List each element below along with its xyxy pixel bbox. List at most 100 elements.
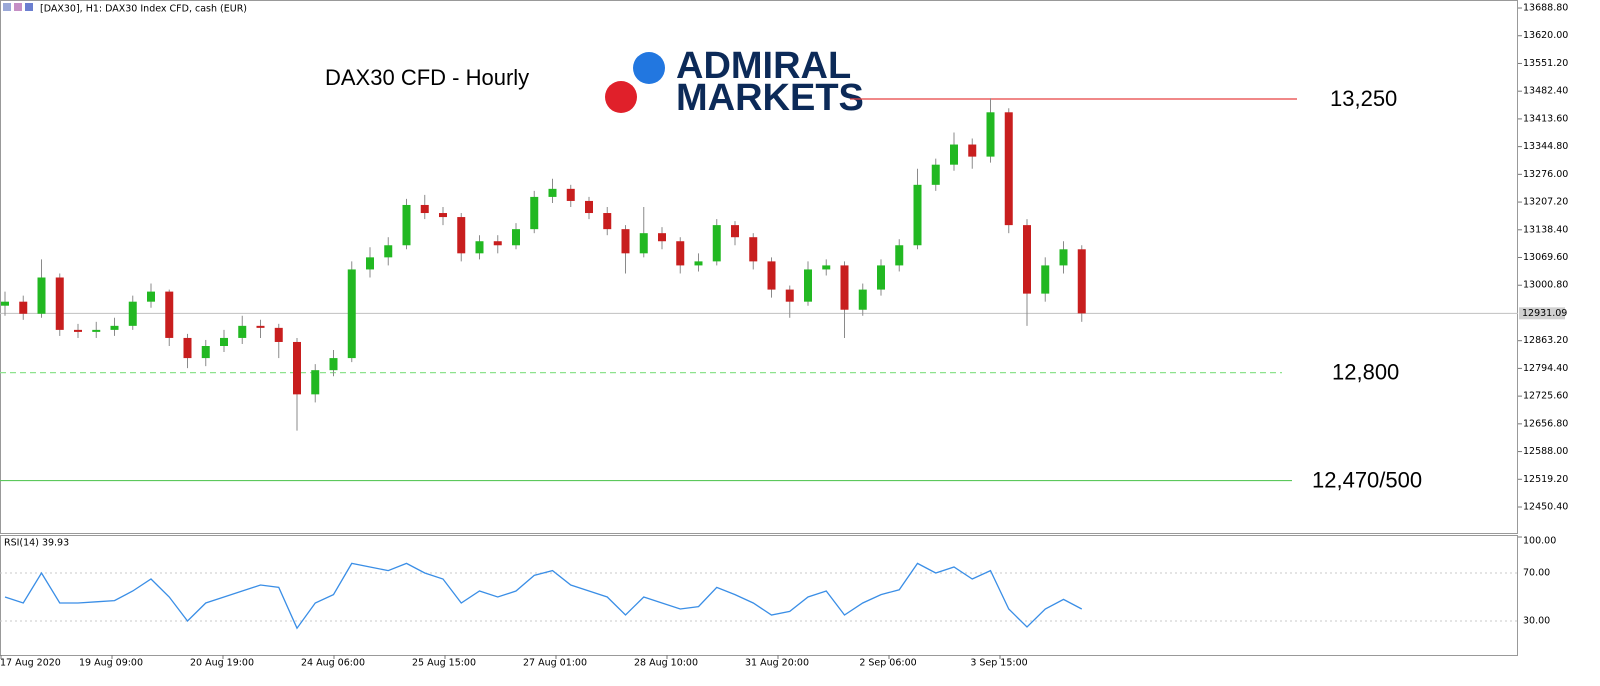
- candle-body: [804, 269, 812, 302]
- candle-body: [329, 358, 338, 371]
- y-tick-label: 13482.40: [1523, 86, 1568, 97]
- candle-body: [785, 289, 794, 302]
- y-tick-label: 12450.40: [1523, 502, 1568, 513]
- candle-body: [1004, 112, 1013, 226]
- candle-body: [147, 291, 155, 302]
- last-price-label: 12931.09: [1522, 308, 1567, 319]
- candle-body: [1, 301, 9, 306]
- candle-body: [767, 261, 776, 290]
- x-tick-label: 17 Aug 2020: [0, 658, 61, 669]
- candle-body: [238, 325, 247, 338]
- x-tick-label: 20 Aug 19:00: [190, 658, 254, 669]
- header: [DAX30], H1: DAX30 Index CFD, cash (EUR): [40, 4, 247, 15]
- candle-body: [749, 237, 758, 262]
- candle-body: [530, 196, 539, 230]
- candle-body: [220, 337, 228, 346]
- x-tick-label: 27 Aug 01:00: [523, 658, 587, 669]
- candle-body: [420, 204, 429, 214]
- candle-body: [1041, 265, 1050, 294]
- logo-text: MARKETS: [676, 77, 864, 119]
- candle-body: [384, 245, 393, 258]
- candle-body: [840, 265, 849, 310]
- icon: [3, 3, 11, 11]
- y-tick-label: 12863.20: [1523, 335, 1568, 346]
- icon: [14, 3, 22, 11]
- y-tick-label: 13551.20: [1523, 58, 1568, 69]
- y-tick-label: 13620.00: [1523, 30, 1568, 41]
- candle-body: [493, 241, 502, 246]
- candle-body: [913, 184, 922, 246]
- candle-body: [621, 229, 630, 254]
- candle-body: [548, 188, 557, 197]
- candle-body: [822, 265, 831, 270]
- y-tick-label: 13000.80: [1523, 280, 1568, 291]
- candle-body: [183, 337, 192, 359]
- logo-text: ADMIRAL: [676, 45, 851, 87]
- last-price-box: [1519, 307, 1565, 320]
- candle-body: [858, 289, 867, 310]
- candle-body: [585, 200, 593, 214]
- candle-body: [1023, 225, 1031, 294]
- y-tick-label: 13207.20: [1523, 197, 1568, 208]
- rsi-line: [4, 562, 1083, 630]
- candle-body: [676, 241, 685, 266]
- candle-body: [950, 144, 958, 165]
- rsi-title: RSI(14) 39.93: [4, 538, 69, 549]
- logo-dot: [633, 52, 665, 84]
- rsi-frame: [0, 535, 1518, 656]
- candle-body: [639, 233, 648, 254]
- candle-body: [311, 370, 320, 395]
- candle-body: [165, 291, 174, 338]
- y-tick-label: 70.00: [1523, 568, 1550, 579]
- candle-body: [110, 325, 119, 330]
- y-tick-label: 12588.00: [1523, 446, 1568, 457]
- candle-body: [19, 301, 28, 314]
- y-tick-label: 30.00: [1523, 616, 1550, 627]
- logo-dot: [605, 81, 637, 113]
- y-tick-label: 13344.80: [1523, 141, 1568, 152]
- candle-body: [877, 265, 885, 290]
- x-tick-label: 31 Aug 20:00: [745, 658, 809, 669]
- x-tick-label: 19 Aug 09:00: [79, 658, 143, 669]
- candle-body: [74, 329, 82, 332]
- candle-body: [293, 341, 301, 395]
- candle-body: [895, 245, 904, 266]
- x-tick-label: 2 Sep 06:00: [859, 658, 916, 669]
- candle-body: [92, 329, 101, 332]
- candle-body: [712, 225, 721, 262]
- candle-body: [347, 269, 356, 359]
- y-tick-label: 13688.80: [1523, 3, 1568, 14]
- x-tick-label: 25 Aug 15:00: [412, 658, 476, 669]
- candle-body: [603, 213, 612, 230]
- candle-body: [55, 277, 64, 330]
- candle-body: [694, 261, 703, 266]
- candle-body: [439, 213, 447, 218]
- candle-body: [201, 345, 210, 359]
- candle-body: [931, 164, 940, 185]
- candle-body: [512, 229, 520, 246]
- candle-body: [37, 277, 46, 314]
- candle-body: [566, 188, 575, 201]
- y-tick-label: 12519.20: [1523, 474, 1568, 485]
- candle-body: [128, 301, 137, 326]
- y-tick-label: 12794.40: [1523, 363, 1568, 374]
- y-tick-label: 13069.60: [1523, 252, 1568, 263]
- y-tick-label: 13138.40: [1523, 224, 1568, 235]
- y-tick-label: 13413.60: [1523, 113, 1568, 124]
- candle-body: [1059, 249, 1068, 266]
- candle-body: [402, 204, 411, 246]
- candle-body: [658, 233, 666, 242]
- main-frame: [0, 0, 1518, 534]
- x-tick-label: 24 Aug 06:00: [301, 658, 365, 669]
- level-label: 12,800: [1332, 359, 1399, 384]
- candle-body: [731, 225, 739, 238]
- candle-body: [274, 327, 283, 342]
- y-tick-label: 12725.60: [1523, 391, 1568, 402]
- icon: [25, 3, 33, 11]
- y-tick-label: 100.00: [1523, 536, 1556, 547]
- y-tick-label: 12656.80: [1523, 418, 1568, 429]
- candle-body: [1077, 249, 1086, 314]
- y-tick-label: 13276.00: [1523, 169, 1568, 180]
